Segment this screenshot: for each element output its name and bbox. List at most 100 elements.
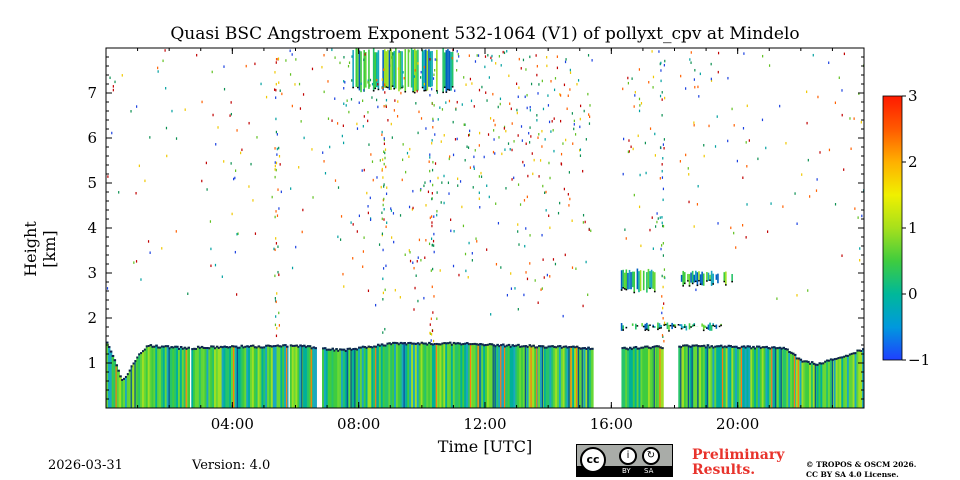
streak-pixel: [383, 207, 385, 211]
bl-column: [721, 346, 725, 408]
noise-pixel: [451, 56, 453, 60]
noise-pixel: [367, 289, 370, 293]
noise-pixel: [478, 175, 480, 178]
cloud-cell: [731, 273, 733, 282]
streak-pixel: [660, 69, 662, 72]
bl-column: [437, 343, 441, 408]
bl-column: [695, 344, 698, 408]
bl-column: [291, 344, 295, 408]
noise-pixel: [538, 175, 540, 178]
cloud-base: [688, 285, 691, 287]
bl-column: [208, 347, 211, 408]
bl-column: [856, 349, 859, 408]
cloud-base: [372, 90, 375, 92]
bl-column: [790, 351, 793, 408]
noise-pixel: [388, 64, 391, 67]
noise-pixel: [363, 58, 365, 62]
bl-top-edge: [558, 345, 562, 348]
noise-pixel: [546, 56, 548, 59]
bl-top-edge: [257, 345, 261, 348]
bl-top-edge: [348, 347, 352, 350]
bl-column: [579, 347, 583, 408]
bl-top-edge: [862, 348, 864, 351]
bl-column: [121, 378, 124, 408]
bl-top-edge: [424, 342, 427, 345]
bl-column: [682, 344, 685, 408]
bl-top-edge: [621, 347, 624, 350]
streak-pixel: [278, 273, 280, 277]
cloud-cell: [709, 322, 711, 331]
bl-top-edge: [159, 346, 162, 349]
cloud-cell: [642, 270, 645, 291]
bl-streak: [500, 344, 502, 408]
bl-column: [583, 347, 587, 408]
bl-column: [498, 345, 501, 408]
cloud-cell: [710, 325, 713, 331]
bl-column: [803, 360, 806, 408]
noise-pixel: [497, 221, 500, 225]
noise-pixel: [469, 77, 472, 81]
noise-pixel: [196, 53, 198, 57]
bl-column: [517, 343, 520, 408]
bl-top-edge: [358, 346, 361, 349]
noise-pixel: [493, 129, 495, 132]
cloud-base: [393, 88, 396, 90]
noise-pixel: [519, 203, 522, 206]
streak-pixel: [382, 158, 384, 161]
bl-column: [754, 347, 757, 408]
noise-pixel: [770, 202, 772, 205]
bl-column: [716, 345, 719, 408]
bl-top-edge: [151, 345, 154, 348]
bl-column: [513, 345, 516, 408]
bl-top-edge: [725, 346, 729, 349]
cloud-cell: [639, 270, 642, 292]
noise-pixel: [402, 85, 404, 88]
streak-pixel: [429, 179, 431, 183]
streak-pixel: [662, 254, 665, 257]
noise-pixel: [703, 154, 705, 158]
noise-pixel: [217, 126, 219, 129]
bl-streak: [236, 346, 238, 408]
noise-pixel: [465, 269, 467, 273]
bl-column: [719, 344, 723, 408]
noise-pixel: [522, 58, 525, 62]
bl-column: [718, 345, 721, 408]
cloud-cell: [394, 48, 397, 89]
bl-column: [657, 345, 660, 408]
noise-pixel: [121, 74, 123, 77]
cloud-cell: [633, 271, 636, 293]
bl-column: [532, 344, 535, 408]
y-tick-label: 7: [87, 84, 97, 102]
bl-top-edge: [263, 346, 266, 349]
noise-pixel: [476, 240, 478, 243]
noise-pixel: [526, 93, 528, 97]
copyright-line-2: CC BY SA 4.0 License.: [806, 470, 899, 479]
noise-pixel: [363, 236, 365, 239]
noise-pixel: [223, 87, 226, 91]
bl-top-edge: [803, 360, 806, 363]
noise-pixel: [812, 53, 814, 57]
noise-pixel: [230, 162, 232, 165]
noise-pixel: [638, 109, 641, 113]
bl-top-edge: [784, 348, 787, 351]
bl-column: [335, 348, 338, 408]
bl-top-edge: [795, 357, 799, 360]
bl-top-edge: [682, 344, 685, 347]
cloud-cell: [376, 52, 378, 88]
noise-pixel: [281, 92, 283, 96]
noise-pixel: [471, 252, 473, 255]
streak-pixel: [430, 317, 432, 321]
noise-pixel: [260, 82, 262, 86]
noise-pixel: [433, 73, 435, 77]
bl-column: [466, 342, 469, 408]
bl-column: [759, 347, 763, 408]
noise-pixel: [334, 179, 337, 182]
bl-column: [755, 345, 759, 408]
noise-pixel: [437, 118, 439, 121]
noise-pixel: [493, 119, 495, 122]
noise-pixel: [504, 148, 506, 151]
noise-pixel: [175, 230, 177, 233]
noise-pixel: [527, 174, 529, 178]
noise-pixel: [420, 258, 422, 262]
noise-pixel: [590, 229, 592, 233]
